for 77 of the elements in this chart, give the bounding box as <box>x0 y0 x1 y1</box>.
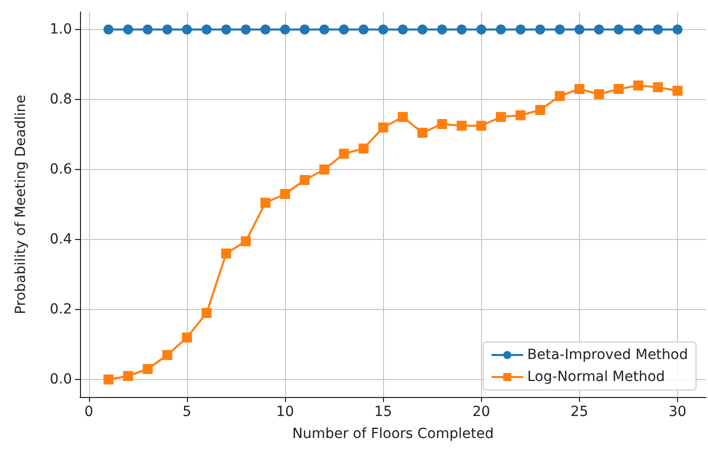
point <box>614 24 624 34</box>
point <box>221 248 232 258</box>
y-tick-label: 0.6 <box>50 162 72 178</box>
point <box>300 24 310 34</box>
point <box>456 120 467 131</box>
point <box>338 24 349 34</box>
point <box>378 122 388 132</box>
point <box>398 112 408 122</box>
point <box>496 24 506 34</box>
point <box>260 198 270 208</box>
point <box>280 24 290 34</box>
point <box>338 148 349 159</box>
point <box>594 89 604 100</box>
point <box>516 24 526 34</box>
x-tick-label: 30 <box>668 404 686 420</box>
point <box>202 24 212 34</box>
point <box>672 86 683 96</box>
y-tick-label: 0.2 <box>50 302 72 318</box>
point <box>516 110 526 120</box>
y-tick-label: 0.8 <box>50 92 72 108</box>
point <box>162 350 172 360</box>
x-tick-label: 5 <box>182 404 192 420</box>
point <box>398 24 408 34</box>
point <box>614 84 624 94</box>
point <box>240 24 251 34</box>
point <box>652 82 663 92</box>
point <box>417 128 428 138</box>
point <box>378 24 388 34</box>
point <box>633 24 644 34</box>
x-tick-label: 10 <box>276 404 294 420</box>
point <box>162 24 172 34</box>
point <box>633 80 644 90</box>
point <box>594 24 604 34</box>
point <box>476 120 486 131</box>
y-tick-label: 1.0 <box>50 22 72 38</box>
point <box>260 24 270 34</box>
point <box>574 84 584 94</box>
point <box>476 24 486 34</box>
point <box>496 112 506 122</box>
point <box>182 24 192 34</box>
point <box>456 24 467 34</box>
point <box>358 24 369 34</box>
legend-label: Beta-Improved Method <box>527 347 688 363</box>
point <box>300 175 310 185</box>
point <box>142 24 153 34</box>
point <box>652 24 663 34</box>
y-tick-label: 0.4 <box>50 232 72 248</box>
point <box>142 364 153 374</box>
x-tick-label: 25 <box>570 404 588 420</box>
x-tick-label: 15 <box>374 404 392 420</box>
point <box>123 371 134 381</box>
point <box>103 24 114 34</box>
y-tick-label: 0.0 <box>50 372 72 388</box>
point <box>535 105 546 115</box>
x-tick-label: 0 <box>84 404 94 420</box>
point <box>221 24 232 34</box>
point <box>240 236 251 246</box>
point <box>535 24 546 34</box>
point <box>574 24 584 34</box>
point <box>182 332 192 342</box>
point <box>672 24 683 34</box>
point <box>358 144 369 154</box>
y-axis-title: Probability of Meeting Deadline <box>13 94 29 314</box>
point <box>554 24 565 34</box>
legend-label: Log-Normal Method <box>527 369 665 385</box>
x-axis-title: Number of Floors Completed <box>292 426 494 442</box>
point <box>123 24 134 34</box>
x-tick-label: 20 <box>472 404 490 420</box>
point <box>103 374 114 384</box>
point <box>437 119 448 129</box>
point <box>554 91 565 101</box>
point <box>437 24 448 34</box>
point <box>280 189 290 199</box>
point <box>417 24 428 34</box>
point <box>319 164 330 174</box>
point <box>319 24 330 34</box>
point <box>202 308 212 318</box>
